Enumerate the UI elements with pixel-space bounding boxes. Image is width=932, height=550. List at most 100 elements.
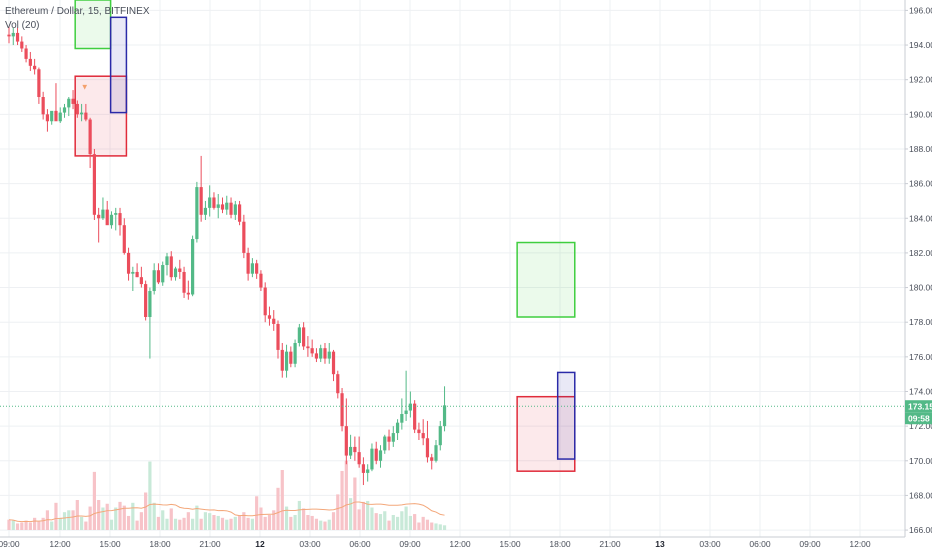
candle-body	[361, 464, 366, 473]
volume-bar	[400, 511, 404, 530]
volume-bar	[135, 520, 139, 530]
time-tick-label: 06:00	[749, 539, 771, 549]
volume-bar	[208, 513, 212, 530]
candle-body	[131, 271, 135, 274]
blue-zone-left	[109, 16, 128, 114]
candle-body	[58, 112, 62, 122]
volume-bar	[310, 515, 314, 530]
price-tick-label: 196.00	[909, 5, 932, 15]
price-tick-label: 178.00	[909, 317, 932, 327]
price-tick-label: 174.00	[909, 386, 932, 396]
volume-bar	[314, 518, 319, 530]
volume-bar	[20, 522, 24, 530]
time-tick-label: 09:00	[399, 539, 421, 549]
price-tick-label: 190.00	[909, 109, 932, 119]
candle-body	[391, 433, 395, 442]
volume-bar	[165, 518, 169, 530]
candle-body	[75, 103, 79, 115]
candle-body	[195, 187, 199, 240]
candle-body	[425, 438, 430, 458]
volume-bar	[126, 515, 131, 530]
candle-body	[148, 291, 152, 318]
time-tick-label: 12:00	[49, 539, 71, 549]
volume-bar	[297, 500, 301, 530]
candle-body	[404, 410, 408, 415]
volume-bar	[118, 501, 122, 530]
last-price-value: 173.15	[908, 402, 932, 412]
price-tick-label: 166.00	[909, 525, 932, 535]
volume-bar	[417, 522, 421, 530]
price-tick-label: 176.00	[909, 352, 932, 362]
volume-bar	[152, 502, 156, 530]
volume-bar	[336, 494, 340, 530]
volume-bar	[408, 515, 412, 530]
volume-bar	[242, 512, 246, 530]
volume-bar	[161, 510, 165, 530]
volume-bar	[250, 518, 254, 530]
candle-body	[289, 351, 293, 364]
volume-bar	[28, 522, 32, 530]
candle-body	[276, 323, 280, 350]
volume-bar	[340, 470, 344, 530]
volume-bar	[33, 517, 37, 530]
volume-bar	[62, 512, 67, 530]
time-tick-label: 21:00	[199, 539, 221, 549]
candle-body	[178, 268, 182, 272]
volume-bar	[425, 519, 430, 530]
candle-body	[20, 41, 24, 49]
volume-bar	[84, 521, 88, 530]
price-tick-label: 192.00	[909, 75, 932, 85]
time-tick-label: 06:00	[349, 539, 371, 549]
time-tick-label: 15:00	[499, 539, 521, 549]
last-price-tag-bg	[905, 400, 932, 413]
candle-body	[400, 414, 404, 423]
volume-bar	[272, 510, 276, 530]
volume-bar	[67, 510, 71, 530]
volume-bar	[105, 503, 109, 530]
volume-bar	[148, 461, 152, 530]
time-tick-label: 18:00	[549, 539, 571, 549]
candle-body	[263, 287, 267, 316]
red-zone-left	[74, 75, 128, 157]
volume-bar	[212, 515, 216, 530]
candle-body	[353, 446, 357, 453]
candle-body	[430, 457, 434, 461]
countdown-tag-bg	[905, 412, 932, 425]
blue-zone-right	[556, 371, 576, 460]
volume-bar	[178, 519, 182, 530]
volume-bar	[233, 516, 237, 530]
candle-body	[387, 436, 391, 442]
candle-body	[237, 204, 242, 222]
volume-ma	[8, 501, 445, 523]
candle-body	[33, 65, 37, 70]
candle-body	[203, 207, 208, 215]
candle-body	[169, 256, 173, 278]
candle-body	[15, 32, 20, 42]
candle-body	[374, 448, 378, 461]
price-tick-label: 186.00	[909, 179, 932, 189]
candle-body	[208, 197, 212, 208]
candle-body	[438, 426, 442, 446]
candle-body	[255, 263, 259, 274]
volume-bar	[58, 517, 62, 530]
time-tick-label: 03:00	[699, 539, 721, 549]
candle-body	[71, 98, 75, 104]
candle-body	[126, 252, 131, 274]
price-tick-label: 194.00	[909, 40, 932, 50]
volume-bar	[220, 517, 225, 530]
time-tick-label: 18:00	[149, 539, 171, 549]
volume-bar	[421, 516, 425, 530]
candle-body	[310, 348, 314, 354]
candle-body	[250, 263, 254, 274]
time-tick-label: 09:00	[0, 539, 20, 549]
candle-body	[366, 469, 370, 473]
legend-volume: Vol (20)	[5, 20, 39, 31]
candle-body	[220, 204, 225, 210]
volume-bar	[203, 512, 208, 530]
green-zone-top-left	[74, 0, 112, 50]
volume-bar	[237, 515, 242, 530]
grid	[0, 0, 905, 537]
